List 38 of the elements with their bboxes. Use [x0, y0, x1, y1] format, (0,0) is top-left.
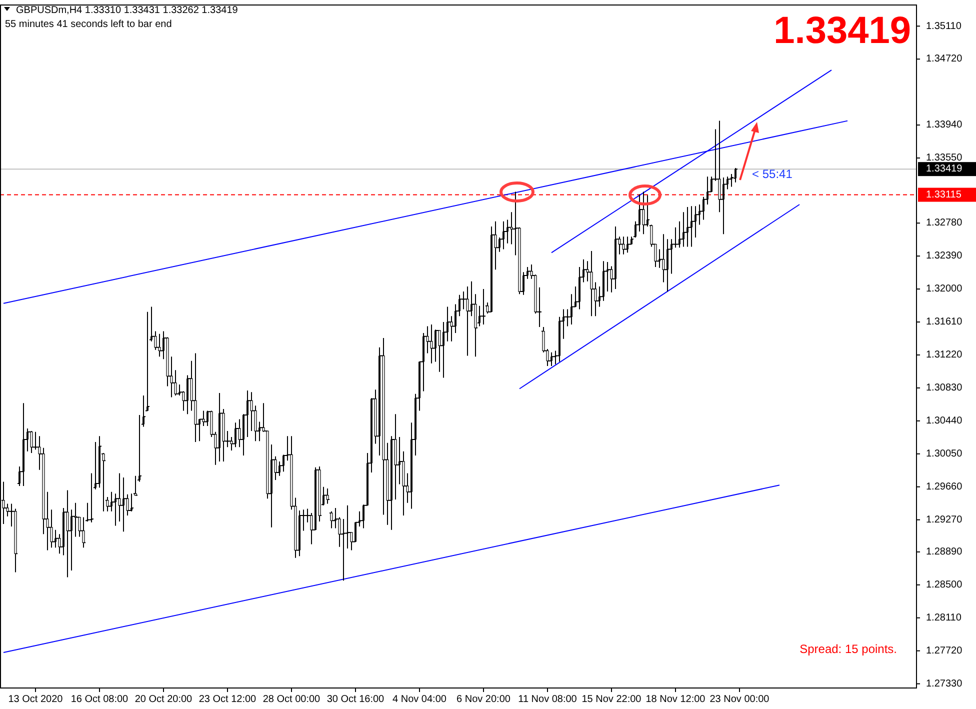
ref-line-label: 1.33419 [926, 164, 963, 175]
y-tick-label: 1.27720 [926, 645, 963, 656]
annotation: 1.33419 [774, 10, 911, 52]
y-tick-label: 1.27330 [926, 678, 963, 690]
y-tick-label: 1.29660 [926, 481, 963, 492]
y-tick-label: 1.33940 [926, 120, 963, 131]
y-tick-label: 1.35110 [926, 20, 962, 32]
x-tick-label: 28 Oct 00:00 [262, 694, 321, 705]
x-tick-label: 4 Nov 04:00 [392, 694, 447, 705]
x-tick-label: 11 Nov 08:00 [518, 694, 578, 705]
y-tick-label: 1.31220 [926, 350, 963, 361]
y-tick-label: 1.28890 [926, 546, 963, 558]
y-tick-label: 1.32000 [926, 284, 963, 295]
text: 55 minutes 41 seconds left to bar end [5, 19, 172, 30]
y-tick-label: 1.29270 [926, 514, 963, 526]
y-tick-label: 1.34720 [926, 54, 963, 65]
chart-title: GBPUSDm,H4 1.33310 1.33431 1.33262 1.33419 [16, 5, 238, 16]
x-tick-label: 23 Nov 00:00 [710, 694, 770, 705]
y-tick-label: 1.32780 [926, 218, 963, 229]
y-tick-label: 1.28110 [926, 612, 962, 624]
x-tick-label: 20 Oct 20:00 [134, 694, 193, 705]
x-tick-label: 18 Nov 12:00 [646, 694, 706, 705]
y-tick-label: 1.33550 [926, 152, 963, 164]
x-tick-label: 30 Oct 16:00 [326, 694, 385, 705]
x-tick-label: 16 Oct 08:00 [70, 694, 129, 705]
annotation: < 55:41 [752, 167, 793, 181]
annotation: Spread: 15 points. [800, 642, 897, 656]
x-tick-label: 13 Oct 2020 [8, 694, 64, 705]
y-tick-label: 1.28500 [926, 580, 963, 591]
x-tick-label: 6 Nov 20:00 [456, 694, 511, 705]
ref-line-label: 1.33115 [926, 189, 962, 200]
x-tick-label: 15 Nov 22:00 [582, 694, 642, 705]
x-tick-label: 23 Oct 12:00 [198, 694, 257, 705]
y-tick-label: 1.32390 [926, 250, 963, 262]
y-tick-label: 1.30830 [926, 382, 963, 394]
y-tick-label: 1.31610 [926, 316, 963, 328]
y-tick-label: 1.30050 [926, 448, 963, 460]
y-tick-label: 1.30440 [926, 416, 963, 427]
